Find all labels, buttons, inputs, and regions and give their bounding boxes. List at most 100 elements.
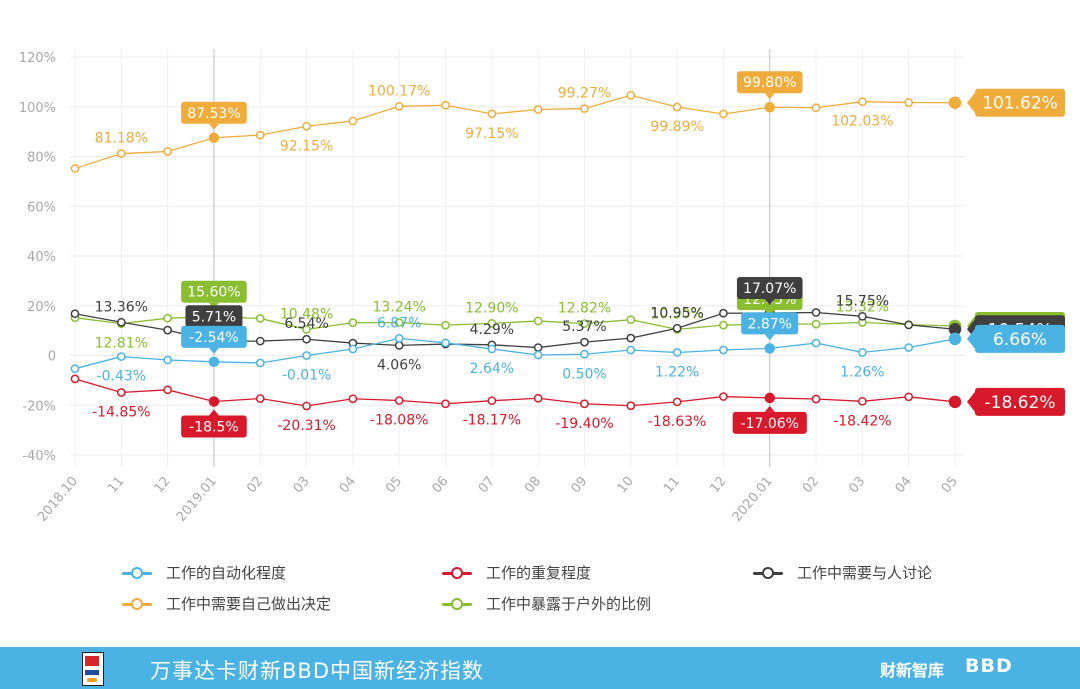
callout-box [736, 71, 803, 94]
end-label-pointer [967, 92, 975, 113]
data-label: 13.24% [373, 300, 426, 316]
data-point [116, 352, 126, 361]
data-point [764, 343, 775, 354]
x-tick-label: 07 [476, 474, 498, 496]
data-point [441, 338, 450, 348]
data-point [348, 116, 358, 126]
x-tick-label: 05 [939, 474, 961, 496]
data-point [255, 358, 265, 368]
data-point [208, 132, 220, 144]
data-point [255, 130, 265, 140]
data-label: 99.89% [650, 119, 703, 135]
data-point [858, 97, 867, 107]
legend-marker-icon [753, 566, 783, 579]
x-tick-label: 2020.01 [730, 474, 776, 525]
data-point [302, 351, 311, 360]
callout-box [732, 411, 807, 434]
data-label: 97.15% [465, 126, 518, 142]
y-tick-label: 40% [27, 250, 56, 265]
callout-label: -17.06% [732, 405, 807, 434]
data-point [719, 320, 728, 330]
legend-label: 工作的重复程度 [486, 564, 592, 582]
callout-label: 5.71% [185, 305, 243, 334]
data-point [811, 308, 821, 317]
y-tick-label: 100% [19, 101, 56, 116]
data-point [719, 109, 728, 119]
data-point [163, 355, 172, 365]
data-point [811, 338, 821, 348]
callout-label: -2.54% [181, 325, 247, 354]
data-point [858, 311, 867, 321]
data-point [580, 399, 589, 409]
data-label: 10.48% [280, 306, 333, 322]
y-tick-label: 20% [27, 300, 56, 315]
data-point [533, 343, 543, 352]
data-point [163, 147, 172, 156]
legend-item-repetition: 工作的重复程度 [442, 562, 591, 583]
data-label: -0.43% [97, 369, 147, 385]
data-point [116, 388, 126, 397]
legend-marker-icon [442, 566, 472, 579]
end-label-pointer [967, 328, 975, 349]
end-label-text: 101.62% [982, 94, 1058, 114]
data-point [858, 348, 867, 357]
callout-box [181, 101, 247, 124]
legend-item-decision: 工作中需要自己做出决定 [122, 593, 331, 614]
callout-text: 2.87% [747, 316, 791, 332]
x-tick-label: 08 [522, 474, 544, 496]
callout-box [181, 325, 247, 348]
data-label: -18.63% [648, 414, 706, 430]
legend-item-outdoor: 工作中暴露于户外的比例 [442, 593, 651, 614]
callout-text: -17.06% [741, 416, 799, 432]
data-point [904, 392, 914, 402]
data-point [116, 149, 126, 158]
data-point [487, 109, 497, 119]
legend-label: 工作的自动化程度 [166, 564, 287, 582]
data-point [626, 345, 636, 355]
legend-label: 工作中需要与人讨论 [797, 564, 933, 582]
data-point [811, 319, 821, 329]
y-tick-label: 0 [48, 350, 56, 365]
callout-text: 17.07% [743, 281, 796, 297]
data-label: 13.36% [95, 299, 148, 315]
data-label: 15.75% [836, 293, 889, 309]
x-tick-label: 2019.01 [174, 474, 220, 525]
x-tick-label: 04 [893, 474, 915, 496]
data-point [116, 317, 126, 327]
callout-text: 5.71% [192, 309, 236, 325]
callout-box [741, 312, 799, 335]
callout-pointer [764, 405, 775, 412]
data-point [533, 316, 543, 326]
data-point [764, 101, 775, 113]
data-label: -14.85% [92, 404, 150, 420]
data-label: 2.64% [470, 361, 514, 377]
data-point [811, 394, 821, 404]
data-label: 1.22% [655, 364, 699, 380]
callout-text: 15.60% [187, 285, 240, 301]
callout-box [736, 277, 803, 300]
callout-pointer [208, 347, 219, 354]
data-point [626, 333, 636, 343]
x-tick-label: 05 [383, 474, 405, 496]
data-point [70, 364, 80, 374]
data-point [394, 341, 404, 350]
data-label: 12.81% [95, 336, 148, 352]
data-point [394, 396, 404, 405]
data-point [302, 121, 311, 131]
data-point [672, 323, 682, 333]
data-point [70, 309, 80, 319]
data-point [394, 334, 404, 343]
data-point [672, 397, 682, 407]
callout-label: -18.5% [181, 409, 247, 438]
end-label-pointer [967, 391, 975, 412]
data-point [163, 325, 172, 335]
data-point [487, 319, 497, 328]
legend-item-discussion: 工作中需要与人讨论 [753, 562, 932, 583]
data-label: -18.17% [463, 413, 521, 429]
legend-label: 工作中暴露于户外的比例 [486, 595, 652, 613]
data-point [580, 337, 589, 347]
legend-item-automation: 工作的自动化程度 [122, 562, 286, 583]
x-tick-label: 06 [429, 474, 451, 496]
y-tick-label: -40% [22, 449, 56, 464]
x-tick-label: 10 [615, 474, 637, 496]
